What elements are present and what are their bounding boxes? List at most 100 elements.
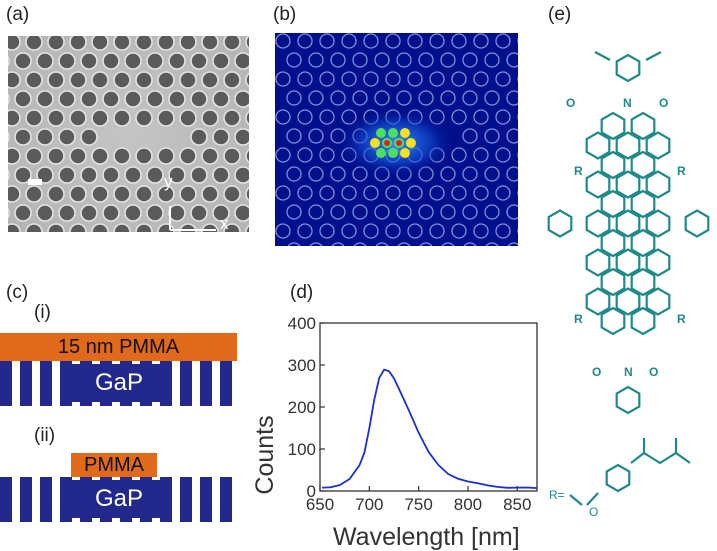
lattice-hole-outline [451,223,467,239]
lattice-hole-outline [297,109,313,125]
mode-lobe [370,138,380,148]
sem-hole [36,128,54,146]
lattice-hole-outline [374,90,390,106]
panel-label-c: (c) [6,282,29,303]
sem-hole [80,204,98,222]
lattice-hole-outline [495,185,511,201]
lattice-hole-outline [374,204,390,220]
sem-hole [69,109,87,127]
sem-hole [8,207,10,219]
aromatic-ring [630,267,656,297]
r-bottom-right: R [677,312,686,326]
sem-hole [8,223,21,232]
lattice-hole-outline [275,33,291,49]
molecule-bonds [547,51,710,506]
aromatic-ring [615,385,641,415]
lattice-hole-outline [275,71,291,87]
lattice-hole-outline [495,223,511,239]
lattice-hole-outline [407,33,423,49]
aromatic-ring [600,267,626,297]
x-axis-title: Wavelength [nm] [333,523,520,551]
lattice-hole-outline [462,90,478,106]
mode-lobe [388,128,398,138]
gap-stripe [20,477,32,522]
panel-label-e: (e) [548,4,572,25]
lattice-hole-outline [352,90,368,106]
lattice-hole-outline [341,71,357,87]
lattice-hole-outline [462,204,478,220]
axis-x-label: x [220,214,229,232]
plot-frame [319,322,538,492]
lattice-hole-outline [319,71,335,87]
molecule-diagram: O N O R R R R O N O R= O [547,51,710,519]
lattice-hole-outline [506,204,518,220]
sem-hole [25,223,43,232]
sem-hole [212,166,230,184]
sem-hole [113,185,131,203]
r-bottom-left: R [574,312,583,326]
gap-label-ii: GaP [68,480,170,518]
sem-hole [14,204,32,222]
r-definition-label: R= [549,488,565,502]
lattice-hole-outline [319,147,335,163]
gap-stripe [220,361,232,406]
lattice-hole-outline [451,147,467,163]
sem-hole [146,166,164,184]
axis-y-label: y [164,172,173,191]
aromatic-ring [645,131,671,160]
sem-hole [212,204,230,222]
scale-bar [28,179,42,185]
sem-hole [80,166,98,184]
sem-hole [146,52,164,70]
lattice-hole-outline [297,33,313,49]
lattice-hole-outline [341,223,357,239]
sem-hole [91,71,109,89]
lattice-hole-outline [473,71,489,87]
y-tick-label: 100 [288,440,316,459]
ether-bond [569,494,583,506]
mode-lobe [406,138,416,148]
sem-hole [14,90,32,108]
sem-hole [135,185,153,203]
aromatic-ring [585,170,611,199]
sem-hole [8,185,21,203]
lattice-hole-outline [506,166,518,182]
panel-label-d: (d) [290,282,314,303]
lattice-hole-outline [473,109,489,125]
imide-o-top-left: O [566,96,575,110]
sem-hole [102,90,120,108]
lattice-hole-outline [429,223,445,239]
lattice-hole-outline [341,185,357,201]
lattice-hole-outline [286,128,302,144]
lattice-hole-outline [363,185,379,201]
lattice-hole-outline [407,71,423,87]
lattice-hole-outline [473,185,489,201]
lattice-hole-outline [484,128,500,144]
sem-hole [190,90,208,108]
sem-hole [47,71,65,89]
sem-hole [25,36,43,51]
lattice-hole-outline [319,109,335,125]
lattice-hole-outline [484,52,500,68]
sem-hole [91,223,109,232]
structure-i-label: (i) [34,302,51,323]
lattice-hole-outline [319,185,335,201]
lattice-hole-outline [440,90,456,106]
r-top-right: R [677,164,686,178]
sem-hole [212,128,230,146]
aromatic-ring [630,189,656,219]
lattice-hole-outline [397,242,411,246]
mode-peak [396,140,402,146]
lattice-hole-outline [385,223,401,239]
lattice-hole-outline [275,147,291,163]
xy-axes-icon [169,206,216,231]
sem-hole [14,128,32,146]
r-top-left: R [574,164,583,178]
sem-hole [223,71,241,89]
lattice-hole-outline [363,33,379,49]
lattice-hole-outline [275,109,291,125]
panel-label-b: (b) [273,4,297,25]
sem-hole [245,148,249,164]
y-tick-label: 300 [288,356,316,375]
sem-hole [25,109,43,127]
